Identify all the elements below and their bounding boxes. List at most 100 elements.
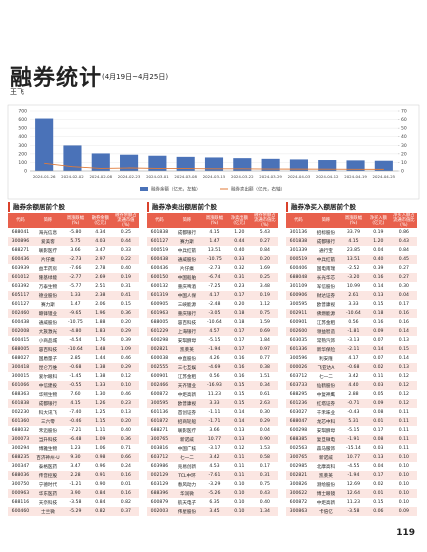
table-cell: 688047 — [286, 417, 311, 426]
table-row: 600460 士兰微 -5.29 0.82 0.37 — [8, 507, 139, 516]
table-cell: 300863 — [286, 507, 311, 516]
table-cell: 0.15 — [390, 345, 417, 354]
data-table: 代码 简称 周涨跌幅(%) 净买入额(亿元) 净买入额占流通市值比(%) 301136 招标… — [286, 213, 417, 516]
table-cell: 0.12 — [120, 374, 131, 379]
table-cell: 仙鹤股份 — [310, 381, 341, 390]
table-row: 601838 成都银行 4.15 1.26 0.23 — [8, 399, 139, 408]
table-row: 688385 复旦微电 -1.91 0.08 0.11 — [286, 435, 417, 444]
table-cell: -1.45 — [69, 374, 82, 379]
x-tick-label: 2024-02-08 — [89, 174, 112, 179]
table-cell: -7.66 — [69, 266, 82, 271]
table-cell: 688005 — [8, 345, 33, 354]
table-cell: 北摩高科 — [316, 464, 336, 470]
table-cell: -1.81 — [341, 327, 366, 336]
table-cell: 3.66 — [70, 248, 81, 253]
table-row: 000963 华东医药 3.90 0.84 0.16 — [8, 489, 139, 498]
table-cell: 300826 — [289, 482, 308, 487]
table-row: 002129 TCL中环 -7.61 0.11 0.31 — [147, 471, 278, 480]
table-cell: -5.29 — [63, 507, 88, 516]
table-cell: 三六零 — [32, 417, 63, 426]
table-cell: 1.06 — [95, 446, 106, 451]
table-cell: 600879 — [150, 500, 169, 505]
table-cell: 0.11 — [398, 446, 409, 451]
table-row: 601136 首创证券 -1.11 0.14 0.30 — [147, 408, 278, 417]
column-header: 代码 — [8, 213, 33, 228]
table-cell: 中信建投 — [32, 381, 63, 390]
table-cell: 中复神鹰 — [316, 392, 336, 398]
table-cell: 海光信息 — [38, 230, 58, 236]
table-row: 601838 成都银行 4.15 1.20 5.43 — [147, 228, 278, 237]
table-cell: 2.69 — [87, 273, 113, 282]
table-cell: 0.17 — [259, 464, 270, 469]
table-cell: 0.10 — [390, 471, 417, 480]
table-cell: 2.38 — [87, 291, 113, 300]
table-row: 600901 江苏金租 0.56 0.16 1.51 — [147, 372, 278, 381]
table-cell: 603035 — [289, 338, 308, 343]
table-cell: 2.88 — [348, 392, 359, 397]
table-cell: 0.13 — [390, 363, 417, 372]
table-cell: 4.57 — [202, 327, 227, 336]
table-cell: -0.68 — [63, 363, 88, 372]
table-cell: 000963 — [8, 489, 33, 498]
table-cell: 33.79 — [346, 230, 361, 235]
table-title: 融券净买入额居前个股 — [286, 202, 417, 212]
y2-tick-label: 50 — [401, 126, 407, 132]
table-cell: 300765 — [286, 453, 311, 462]
table-cell: 航天电子 — [177, 500, 197, 506]
table-title: 融券净卖出额居前个股 — [147, 202, 278, 212]
table-cell: 0.58 — [251, 453, 278, 462]
table-cell: 301109 — [289, 284, 308, 289]
table-cell: 容百科技 — [32, 345, 63, 354]
table-row: 301136 招标股份 33.79 0.19 0.86 — [286, 228, 417, 237]
table-cell: 1.25 — [95, 410, 106, 415]
table-cell: 0.08 — [365, 435, 391, 444]
table-cell: 1.96 — [87, 309, 113, 318]
table-cell: 5.31 — [341, 417, 366, 426]
table-row: 688027 国盾量子 2.85 1.44 0.46 — [8, 354, 139, 363]
table-cell: 0.29 — [112, 363, 139, 372]
table-cell: 0.84 — [95, 500, 106, 505]
table-cell: -15.14 — [346, 446, 361, 451]
table-cell: 0.69 — [251, 327, 278, 336]
table-cell: 0.20 — [112, 417, 139, 426]
table-row: 601229 上海银行 4.57 0.17 0.69 — [147, 327, 278, 336]
table-cell: -16.93 — [202, 381, 227, 390]
table-cell: 0.11 — [234, 464, 245, 469]
table-cell: 0.10 — [112, 381, 139, 390]
table-cell: 688041 — [11, 230, 30, 235]
table-cell: 600436 — [150, 266, 169, 271]
table-cell: 0.43 — [390, 237, 417, 246]
table-cell: 0.97 — [251, 345, 278, 354]
y-tick-label: 600 — [18, 117, 27, 123]
table-row: 600872 中炬高新 11.23 0.15 0.10 — [286, 498, 417, 507]
y2-tick-label: 30 — [401, 143, 407, 149]
table-cell: 0.11 — [398, 410, 409, 415]
bar — [289, 159, 308, 171]
table-cell: 4.03 — [87, 237, 113, 246]
column-header: 净买入额占流通市值比(%) — [390, 213, 417, 228]
table-cell: 0.16 — [390, 309, 417, 318]
table-cell: 0.34 — [251, 381, 278, 390]
table-cell: 0.14 — [226, 417, 252, 426]
table-cell: 9.30 — [63, 453, 88, 462]
table-cell: 2.85 — [70, 356, 81, 361]
legend-swatch — [140, 187, 148, 191]
table-cell: 688005 — [150, 320, 169, 325]
table-cell: 4.15 — [209, 230, 220, 235]
table-cell: 成都银行 — [32, 399, 63, 408]
table-block: 融券余额居前个股 代码 简称 周涨跌幅(%) 融券余额(亿元) 融券余额占流通市值(%) 6… — [8, 202, 139, 516]
y2-tick-label: 70 — [401, 109, 407, 115]
table-cell: -4.80 — [63, 327, 88, 336]
table-row: 002821 凯莱英 -1.94 0.17 0.10 — [286, 471, 417, 480]
table-row: 600415 小商品城 -4.54 1.76 0.39 — [8, 336, 139, 345]
table-cell: 002563 — [289, 446, 308, 451]
table-cell: -1.71 — [202, 417, 227, 426]
table-cell: 688235 — [8, 453, 33, 462]
table-row: 002555 三七互娱 -4.69 0.16 0.38 — [147, 363, 278, 372]
chart: 0 100 200 300 400 500 600 700 0 10 20 30 40 50 60 70 202… — [7, 104, 420, 200]
table-cell: 4.15 — [63, 399, 88, 408]
table-cell: 4.34 — [95, 230, 106, 235]
table-cell: 0.12 — [234, 446, 245, 451]
table-cell: 0.15 — [226, 399, 252, 408]
table-cell: 0.16 — [234, 356, 245, 361]
